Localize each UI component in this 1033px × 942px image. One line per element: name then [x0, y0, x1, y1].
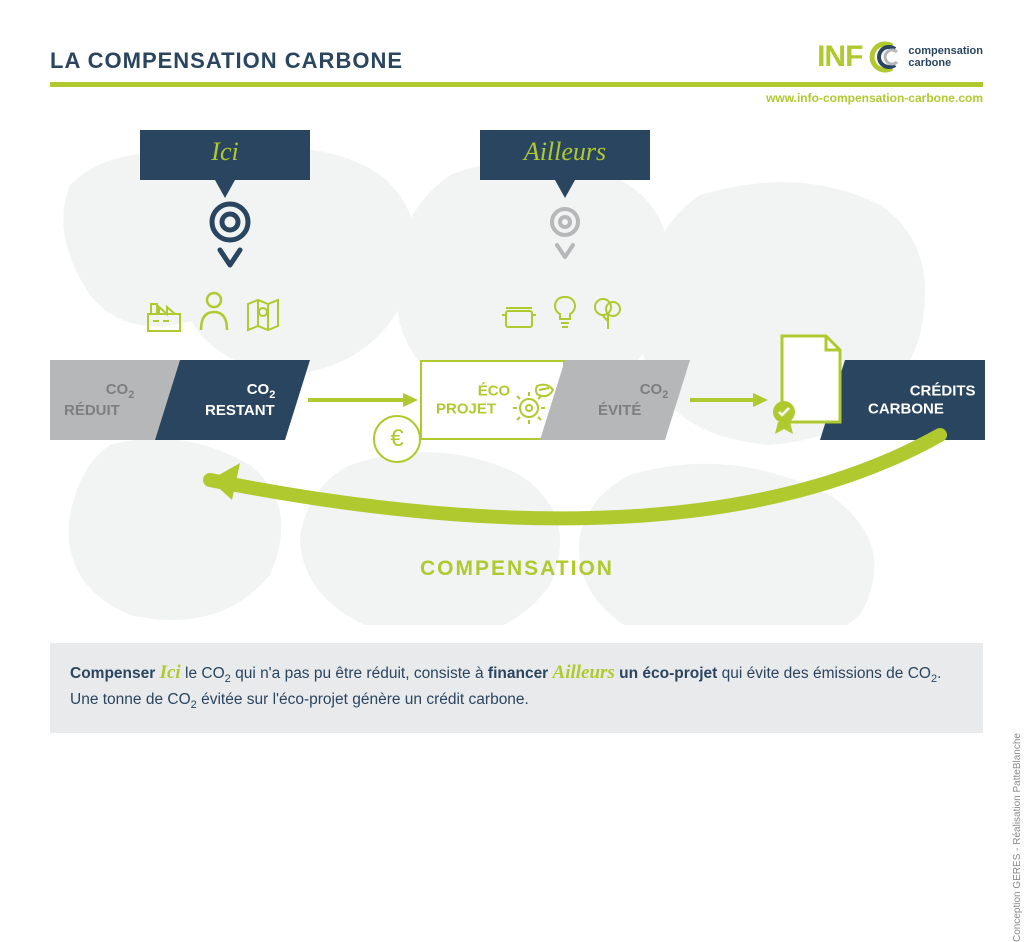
icons-elsewhere [500, 295, 624, 331]
footer-text: Compenser Ici le CO2 qui n'a pas pu être… [50, 643, 983, 733]
flag-here-label: Ici [211, 137, 238, 167]
lightbulb-icon [552, 295, 578, 331]
credit-line: Conception GERES - Réalisation PatteBlan… [1012, 733, 1023, 942]
page-title: LA COMPENSATION CARBONE [50, 48, 403, 74]
certificate-icon [768, 330, 848, 440]
compensation-arrow-icon [170, 425, 950, 555]
logo-c-icon [868, 40, 902, 74]
logo: INF compensation carbone [817, 40, 983, 74]
logo-subtext: compensation carbone [908, 45, 983, 69]
location-pin-here-icon [205, 200, 255, 285]
flag-elsewhere-label: Ailleurs [524, 137, 606, 167]
site-url: www.info-compensation-carbone.com [50, 91, 983, 105]
map-marker-icon [245, 296, 281, 334]
arrow-to-eco-icon [308, 393, 418, 407]
header-rule [50, 82, 983, 87]
tree-icon [592, 295, 624, 331]
compensation-label: COMPENSATION [420, 557, 614, 581]
header: LA COMPENSATION CARBONE INF compensation… [50, 40, 983, 74]
flag-elsewhere: Ailleurs [480, 130, 650, 190]
icons-here [145, 290, 281, 334]
person-icon [197, 290, 231, 334]
flag-here: Ici [140, 130, 310, 190]
factory-icon [145, 296, 183, 334]
logo-inf: INF [817, 40, 862, 74]
location-pin-elsewhere-icon [545, 205, 585, 275]
arrow-to-credits-icon [690, 393, 768, 407]
diagram-canvas: Ici Ailleurs [50, 125, 983, 625]
pot-icon [500, 301, 538, 331]
